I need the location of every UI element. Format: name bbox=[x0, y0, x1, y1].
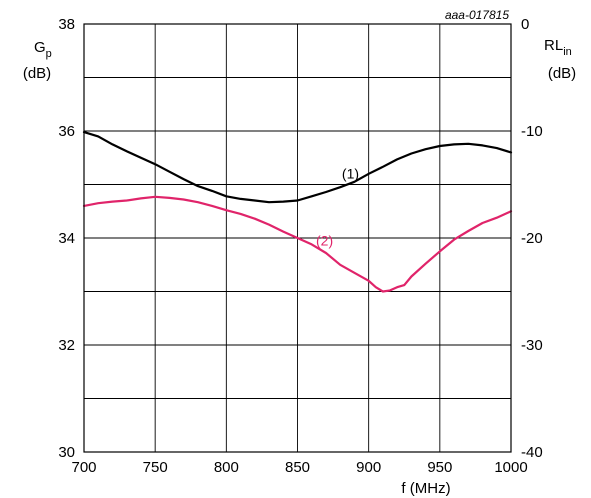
reference-code: aaa-017815 bbox=[445, 8, 509, 22]
x-tick-label: 1000 bbox=[494, 459, 527, 476]
x-tick-label: 700 bbox=[71, 459, 96, 476]
y-axis-right-unit: (dB) bbox=[548, 65, 576, 82]
x-tick-label: 750 bbox=[143, 459, 168, 476]
series-layer: (1) (2) bbox=[82, 131, 513, 293]
series-line-2 bbox=[82, 195, 513, 293]
series-label-1: (1) bbox=[342, 166, 359, 182]
y-axis-right-title: RLin bbox=[544, 37, 572, 58]
y-left-tick-label: 36 bbox=[58, 123, 75, 140]
x-tick-label: 800 bbox=[214, 459, 239, 476]
y-axis-right-title-main: RL bbox=[544, 37, 563, 54]
tick-labels: 700 750 800 850 900 950 1000 30 32 34 36 38 -40 -30 -2… bbox=[58, 16, 542, 476]
plot-frame bbox=[83, 23, 512, 453]
y-axis-left-title: Gp bbox=[34, 39, 52, 60]
y-right-tick-label: -40 bbox=[521, 444, 543, 461]
y-right-tick-label: -30 bbox=[521, 337, 543, 354]
y-axis-left-title-main: G bbox=[34, 39, 46, 56]
y-axis-left-title-sub: p bbox=[46, 48, 52, 60]
x-tick-label: 900 bbox=[356, 459, 381, 476]
y-left-tick-label: 38 bbox=[58, 16, 75, 33]
y-right-tick-label: -10 bbox=[521, 123, 543, 140]
y-axis-left-unit: (dB) bbox=[23, 65, 51, 82]
x-tick-label: 950 bbox=[427, 459, 452, 476]
series-label-2: (2) bbox=[316, 232, 333, 248]
x-tick-label: 850 bbox=[285, 459, 310, 476]
series-line-1 bbox=[82, 131, 513, 204]
y-axis-right-title-sub: in bbox=[563, 46, 572, 58]
x-axis-title: f (MHz) bbox=[401, 480, 450, 497]
y-left-tick-label: 30 bbox=[58, 444, 75, 461]
y-left-tick-label: 32 bbox=[58, 337, 75, 354]
y-right-tick-label: 0 bbox=[521, 16, 529, 33]
y-right-tick-label: -20 bbox=[521, 230, 543, 247]
y-left-tick-label: 34 bbox=[58, 230, 75, 247]
